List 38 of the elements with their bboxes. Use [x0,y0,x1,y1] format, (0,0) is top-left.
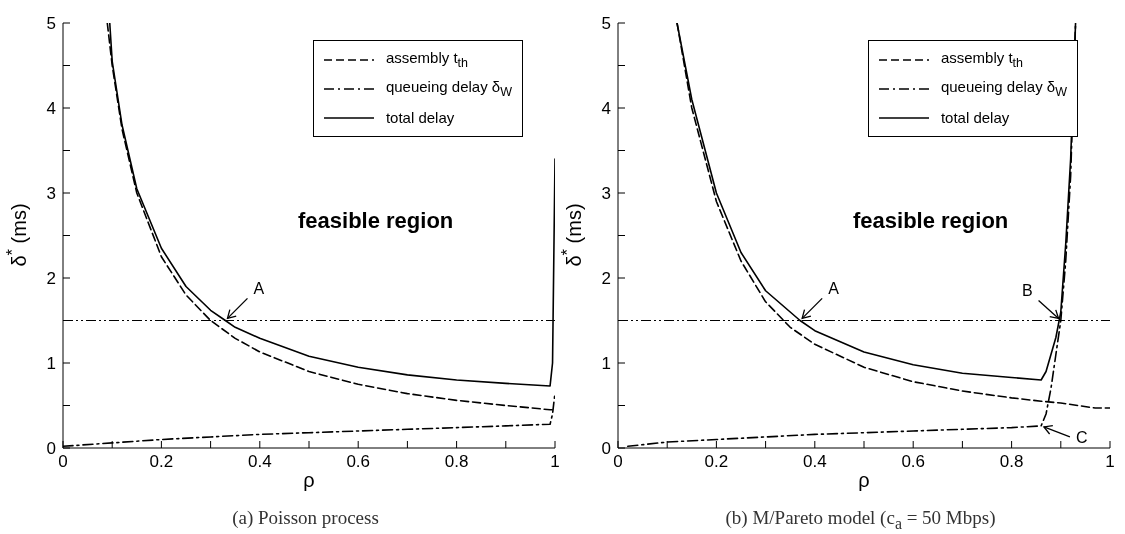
x-tick-label: 0.8 [444,452,469,472]
y-tick-label: 0 [601,439,611,459]
legend-label: queueing delay δ$_{W}$ [385,78,512,99]
y-tick-label: 5 [46,14,56,34]
x-axis-title: ρ [858,469,870,491]
legend-label: total delay [385,109,455,126]
x-tick-label: 0.2 [704,452,729,472]
x-tick-label: 1 [550,452,560,472]
y-tick-label: 1 [46,354,56,374]
y-tick-label: 4 [601,99,611,119]
x-tick-label: 0.8 [999,452,1024,472]
annotation: feasible region [298,208,454,234]
x-tick-label: 0.4 [247,452,272,472]
legend-label: total delay [940,109,1010,126]
x-tick-label: 0.4 [802,452,827,472]
annotation: C [1075,428,1088,446]
legend-label: queueing delay δ$_{W}$ [940,78,1067,99]
text: (b) M/Pareto model (c$_{a}$ = 50 Mbps) [724,507,997,533]
y-tick-label: 1 [601,354,611,374]
legend-label: assembly t$_{th}$ [940,49,1024,70]
legend-label: assembly t$_{th}$ [385,49,469,70]
annotation: A [828,280,840,298]
x-tick-label: 0.6 [346,452,371,472]
y-tick-label: 2 [46,269,56,289]
y-tick-label: 0 [46,439,56,459]
y-tick-label: 5 [601,14,611,34]
x-tick-label: 0.6 [901,452,926,472]
x-tick-label: 0.2 [149,452,174,472]
y-tick-label: 3 [46,184,56,204]
y-tick-label: 2 [601,269,611,289]
y-tick-label: 4 [46,99,56,119]
x-axis-title: ρ [303,469,315,491]
annotation: A [253,280,265,298]
y-tick-label: 3 [601,184,611,204]
annotation: B [1021,282,1033,300]
x-tick-label: 1 [1105,452,1115,472]
annotation: feasible region [853,208,1009,234]
text: (a) Poisson process [231,507,380,529]
